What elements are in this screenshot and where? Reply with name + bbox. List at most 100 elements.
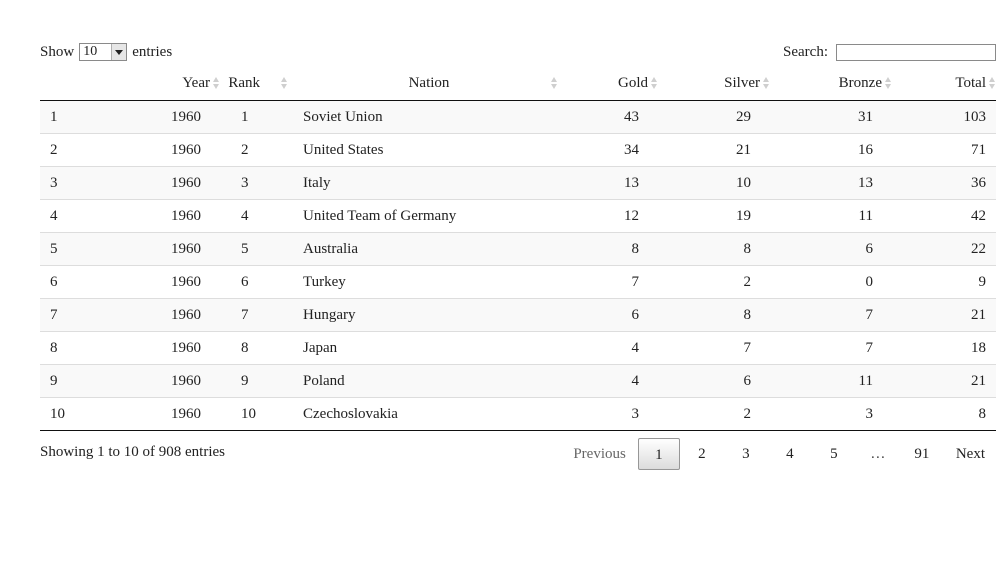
cell-year: 1960 [120,331,220,365]
column-header-year[interactable]: Year [120,66,220,101]
cell-total: 9 [892,265,996,299]
column-header-total[interactable]: Total [892,66,996,101]
cell-nation: Poland [298,364,560,398]
column-header-nation[interactable]: Nation [298,66,560,101]
cell-gold: 6 [560,298,658,332]
cell-gold: 43 [560,100,658,134]
chevron-down-icon[interactable] [111,44,127,60]
sort-icon [763,77,770,90]
cell-nation: Australia [298,232,560,266]
cell-total: 18 [892,331,996,365]
table-row: 7 1960 7 Hungary 6 8 7 21 [40,298,996,332]
page-button-3[interactable]: 3 [742,446,750,462]
sort-icon [213,77,220,90]
column-header-rank[interactable]: Rank [220,66,298,101]
sort-icon [551,77,558,89]
cell-year: 1960 [120,397,220,431]
cell-total: 42 [892,199,996,233]
sort-icon [651,77,658,90]
cell-year: 1960 [120,133,220,167]
cell-total: 22 [892,232,996,266]
cell-nation: Czechoslovakia [298,397,560,431]
cell-index: 1 [40,100,120,134]
cell-silver: 21 [658,133,770,167]
search-input[interactable] [836,43,996,61]
cell-nation: Turkey [298,265,560,299]
page-length-select[interactable]: 10 [79,43,128,61]
cell-rank: 5 [220,232,298,266]
cell-index: 8 [40,331,120,365]
page-button-4[interactable]: 4 [786,446,794,462]
cell-rank: 3 [220,166,298,200]
cell-index: 7 [40,298,120,332]
column-header-silver[interactable]: Silver [658,66,770,101]
cell-gold: 4 [560,364,658,398]
cell-silver: 7 [658,331,770,365]
sort-icon [885,77,892,90]
cell-rank: 7 [220,298,298,332]
sort-icon [989,77,996,90]
cell-silver: 2 [658,265,770,299]
cell-nation: Hungary [298,298,560,332]
table-body: 1 1960 1 Soviet Union 43 29 31 103 2 1960 2 United … [40,100,996,431]
table-row: 5 1960 5 Australia 8 8 6 22 [40,232,996,266]
cell-index: 4 [40,199,120,233]
cell-bronze: 3 [770,397,892,431]
column-header-label: Total [955,74,986,91]
column-header-index [40,66,120,101]
cell-index: 2 [40,133,120,167]
cell-gold: 4 [560,331,658,365]
column-header-label: Bronze [838,74,882,91]
cell-year: 1960 [120,100,220,134]
table-row: 3 1960 3 Italy 13 10 13 36 [40,166,996,200]
page-button-last[interactable]: 91 [914,446,930,462]
cell-index: 5 [40,232,120,266]
table-row: 2 1960 2 United States 34 21 16 71 [40,133,996,167]
column-header-label: Year [182,74,210,91]
next-button[interactable]: Next [955,446,985,462]
page-button-1[interactable]: 1 [637,438,680,470]
page-length-value: 10 [83,44,98,59]
cell-bronze: 7 [770,331,892,365]
cell-gold: 34 [560,133,658,167]
page-button-5[interactable]: 5 [830,446,838,462]
cell-rank: 9 [220,364,298,398]
search-control: Search: [783,41,996,63]
column-header-label: Silver [724,74,760,91]
cell-bronze: 6 [770,232,892,266]
cell-gold: 7 [560,265,658,299]
medal-table: Year Rank Nation Gold Silver Bronze Tota… [40,66,996,431]
column-header-label: Gold [618,74,648,91]
cell-rank: 1 [220,100,298,134]
cell-total: 21 [892,298,996,332]
cell-bronze: 31 [770,100,892,134]
cell-total: 8 [892,397,996,431]
table-row: 6 1960 6 Turkey 7 2 0 9 [40,265,996,299]
cell-bronze: 16 [770,133,892,167]
cell-gold: 3 [560,397,658,431]
column-header-bronze[interactable]: Bronze [770,66,892,101]
cell-nation: United Team of Germany [298,199,560,233]
cell-year: 1960 [120,166,220,200]
page-button-2[interactable]: 2 [698,446,706,462]
cell-silver: 29 [658,100,770,134]
sort-icon [281,77,288,90]
cell-bronze: 11 [770,199,892,233]
cell-index: 6 [40,265,120,299]
column-header-gold[interactable]: Gold [560,66,658,101]
cell-silver: 10 [658,166,770,200]
cell-silver: 2 [658,397,770,431]
cell-index: 9 [40,364,120,398]
header-row: Year Rank Nation Gold Silver Bronze Tota… [40,66,996,101]
search-label: Search: [783,43,828,60]
cell-bronze: 13 [770,166,892,200]
table-row: 9 1960 9 Poland 4 6 11 21 [40,364,996,398]
cell-year: 1960 [120,199,220,233]
cell-gold: 12 [560,199,658,233]
entries-label: entries [132,43,173,60]
cell-nation: United States [298,133,560,167]
cell-index: 10 [40,397,120,431]
table-row: 10 1960 10 Czechoslovakia 3 2 3 8 [40,397,996,431]
cell-bronze: 7 [770,298,892,332]
previous-button[interactable]: Previous [573,446,626,462]
